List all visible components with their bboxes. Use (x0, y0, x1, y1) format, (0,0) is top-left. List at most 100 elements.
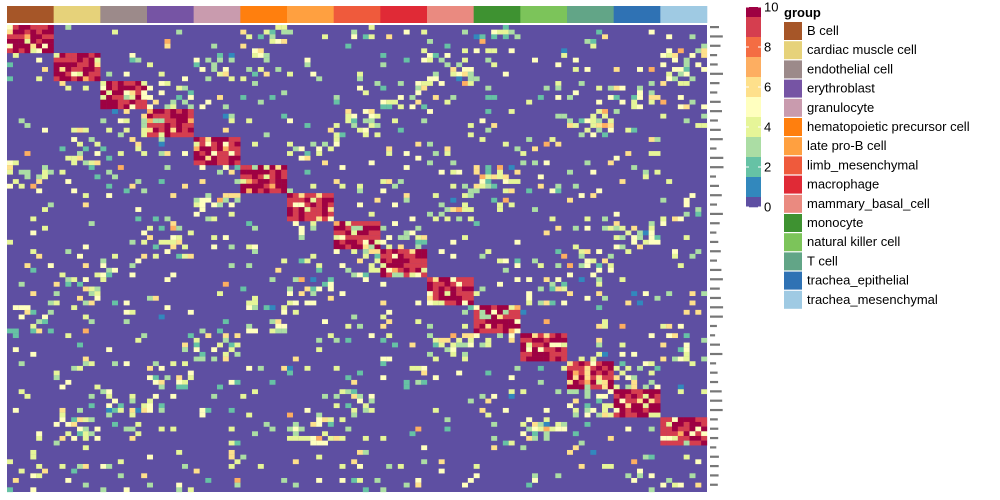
heatmap-cell (252, 48, 258, 54)
heatmap-cell (654, 169, 661, 175)
heatmap-cell (613, 403, 620, 409)
heatmap-cell (660, 440, 667, 446)
heatmap-cell (444, 277, 451, 282)
heatmap-cell (590, 375, 597, 381)
heatmap-cell (112, 90, 118, 96)
heatmap-cell (642, 407, 649, 413)
heatmap-cell (71, 53, 78, 58)
heatmap-cell (555, 337, 562, 343)
heatmap-cell (613, 384, 620, 390)
heatmap-cell (176, 384, 183, 390)
heatmap-cell (257, 34, 264, 40)
heatmap-cell (689, 53, 696, 58)
heatmap-cell (345, 375, 352, 381)
heatmap-cell (287, 207, 293, 212)
heatmap-cell (479, 253, 486, 259)
heatmap-cell (508, 389, 515, 395)
heatmap-cell (386, 258, 393, 264)
heatmap-cell (479, 39, 486, 44)
heatmap-cell (82, 426, 89, 432)
heatmap-cell (602, 351, 608, 357)
heatmap-cell (572, 244, 579, 250)
heatmap-cell (281, 90, 288, 96)
heatmap-cell (362, 277, 369, 282)
heatmap-cell (572, 123, 579, 128)
heatmap-cell (444, 286, 451, 292)
heatmap-cell (211, 160, 218, 166)
heatmap-cell (47, 39, 54, 44)
heatmap-cell (701, 53, 708, 58)
heatmap-cell (351, 249, 358, 254)
heatmap-cell (24, 393, 31, 399)
heatmap-cell (88, 300, 95, 306)
heatmap-cell (432, 193, 439, 198)
heatmap-cell (199, 412, 206, 418)
heatmap-cell (333, 239, 340, 245)
heatmap-cell (182, 99, 188, 105)
heatmap-cell (112, 29, 118, 35)
heatmap-cell (106, 463, 113, 469)
heatmap-cell (462, 277, 468, 282)
annotation-cardiac-muscle-cell (53, 6, 101, 23)
heatmap-cell (485, 48, 492, 54)
heatmap-cell (380, 487, 387, 493)
heatmap-cell (59, 272, 66, 278)
heatmap-cell (82, 300, 89, 306)
heatmap-cell (24, 29, 31, 35)
heatmap-cell (502, 258, 509, 264)
heatmap-cell (438, 286, 445, 292)
heatmap-cell (228, 347, 235, 353)
heatmap-cell (82, 85, 89, 91)
heatmap-cell (94, 295, 101, 301)
heatmap-cell (269, 379, 276, 385)
heatmap-cell (275, 39, 282, 44)
heatmap-cell (246, 165, 253, 170)
heatmap-cell (193, 202, 200, 208)
heatmap-cell (462, 57, 468, 63)
heatmap-cell (24, 48, 31, 54)
heatmap-cell (304, 151, 311, 156)
legend-label: B cell (807, 23, 839, 38)
heatmap-cell (47, 25, 54, 30)
heatmap-cell (403, 482, 410, 488)
heatmap-cell (561, 333, 568, 339)
heatmap-cell (683, 118, 690, 124)
heatmap-cell (677, 389, 684, 395)
heatmap-cell (508, 188, 515, 194)
heatmap-cell (316, 207, 323, 212)
heatmap-cell (24, 25, 31, 30)
heatmap-cell (514, 146, 521, 152)
colorbar-segment (746, 157, 761, 163)
heatmap-cell (240, 29, 247, 35)
heatmap-cell (607, 435, 614, 441)
heatmap-cell (199, 104, 206, 110)
heatmap-cell (287, 193, 293, 198)
heatmap-cell (135, 431, 142, 437)
heatmap-cell (7, 169, 13, 175)
heatmap-cell (205, 146, 212, 152)
heatmap-cell (683, 81, 690, 86)
heatmap-cell (543, 417, 550, 423)
heatmap-cell (316, 263, 323, 268)
heatmap-cell (158, 314, 165, 320)
heatmap-cell (234, 482, 241, 488)
colorbar-segment (746, 137, 761, 143)
heatmap-cell (65, 25, 72, 30)
annotation-hematopoietic-precursor-cell (240, 6, 288, 23)
heatmap-cell (619, 403, 626, 409)
heatmap-cell (386, 272, 393, 278)
heatmap-cell (252, 81, 258, 86)
heatmap-cell (147, 85, 153, 91)
heatmap-cell (77, 365, 83, 371)
heatmap-cell (701, 421, 708, 427)
heatmap-cell (164, 165, 171, 170)
heatmap-cell (473, 291, 480, 297)
heatmap-cell (316, 197, 323, 203)
heatmap-cell (409, 272, 416, 278)
heatmap-cell (421, 445, 428, 451)
heatmap-cell (543, 337, 550, 343)
heatmap-cell (211, 393, 218, 399)
heatmap-cell (397, 235, 404, 240)
heatmap-cell (100, 263, 107, 268)
heatmap-cell (170, 104, 177, 110)
